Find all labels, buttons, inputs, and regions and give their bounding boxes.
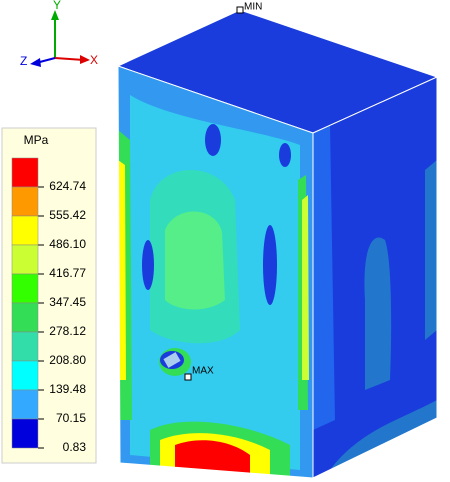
legend-unit: MPa: [24, 133, 49, 147]
legend-swatch: [11, 157, 39, 188]
max-marker: [184, 373, 192, 381]
legend-swatch: [11, 215, 39, 246]
legend-swatch: [11, 244, 39, 275]
legend-swatch: [11, 331, 39, 362]
x-axis-arrow: [54, 57, 85, 61]
z-arrowhead: [30, 58, 41, 67]
legend-value: 624.74: [49, 179, 86, 193]
legend-swatch: [11, 302, 39, 333]
legend-swatch: [11, 360, 39, 391]
legend-swatch: [11, 389, 39, 420]
legend-value: 208.80: [49, 353, 86, 367]
front-face: [118, 66, 313, 478]
y-label: Y: [53, 0, 61, 12]
min-label: MIN: [244, 2, 262, 13]
legend-value: 486.10: [49, 237, 86, 251]
x-arrowhead: [80, 55, 90, 64]
legend-value: 278.12: [49, 324, 86, 338]
legend-swatch: [11, 186, 39, 217]
right-face: [313, 77, 437, 478]
legend-value: 70.15: [56, 411, 86, 425]
z-label: Z: [20, 54, 27, 68]
min-marker: [236, 6, 244, 14]
legend-swatch: [11, 418, 39, 449]
legend: MPa 624.74 555.42 486.10 416.77 347.45 278.12…: [1, 127, 97, 464]
legend-swatch: [11, 273, 39, 304]
legend-value: 347.45: [49, 295, 86, 309]
legend-value: 416.77: [49, 266, 86, 280]
x-label: X: [90, 53, 98, 67]
max-label: MAX: [192, 366, 214, 377]
legend-value: 139.48: [49, 382, 86, 396]
y-arrowhead: [51, 10, 59, 20]
legend-value: 0.83: [63, 440, 87, 454]
right-edge: [312, 76, 438, 479]
legend-value: 555.42: [49, 208, 86, 222]
